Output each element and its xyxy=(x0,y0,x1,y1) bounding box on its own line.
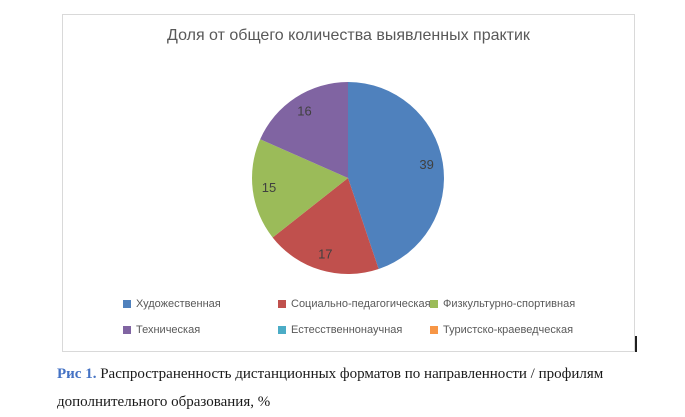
legend-item-label: Физкультурно-спортивная xyxy=(443,298,576,310)
legend-item-4: Естесственнонаучная xyxy=(278,324,430,336)
legend-item-label: Художественная xyxy=(136,298,221,310)
figure-caption-label: Рис 1. xyxy=(57,366,97,382)
pie-slice-3 xyxy=(260,82,348,178)
pie-data-label: 39 xyxy=(419,157,433,172)
legend-item-5: Туристско-краеведческая xyxy=(430,324,626,336)
legend-marker-icon xyxy=(278,326,286,334)
pie-data-label: 16 xyxy=(297,103,311,118)
legend-item-label: Туристско-краеведческая xyxy=(443,324,574,336)
chart-title: Доля от общего количества выявленных пра… xyxy=(167,27,530,44)
legend-item-2: Физкультурно-спортивная xyxy=(430,298,626,310)
legend-item-label: Техническая xyxy=(136,324,201,336)
pie-data-label: 15 xyxy=(262,180,276,195)
legend-marker-icon xyxy=(123,300,131,308)
legend-marker-icon xyxy=(123,326,131,334)
text-cursor xyxy=(635,336,637,352)
legend-marker-icon xyxy=(430,300,438,308)
legend-marker-icon xyxy=(430,326,438,334)
legend-item-3: Техническая xyxy=(123,324,278,336)
legend-item-label: Естесственнонаучная xyxy=(291,324,403,336)
legend-item-label: Социально-педагогическая xyxy=(291,298,431,310)
pie-slice-2 xyxy=(252,139,348,238)
pie-slice-1 xyxy=(272,178,379,274)
figure-caption: Рис 1. Распространенность дистанционных … xyxy=(57,360,617,416)
chart-legend: Художественная Социально-педагогическая Фи… xyxy=(123,298,626,336)
legend-item-1: Социально-педагогическая xyxy=(278,298,431,310)
figure-caption-text: Распространенность дистанционных формато… xyxy=(57,366,604,410)
chart-container[interactable]: Доля от общего количества выявленных пра… xyxy=(62,14,635,352)
pie-data-label: 17 xyxy=(318,246,332,261)
pie-chart: 39 17 15 16 xyxy=(252,82,444,274)
legend-marker-icon xyxy=(278,300,286,308)
pie-slice-0 xyxy=(348,82,444,269)
legend-item-0: Художественная xyxy=(123,298,278,310)
